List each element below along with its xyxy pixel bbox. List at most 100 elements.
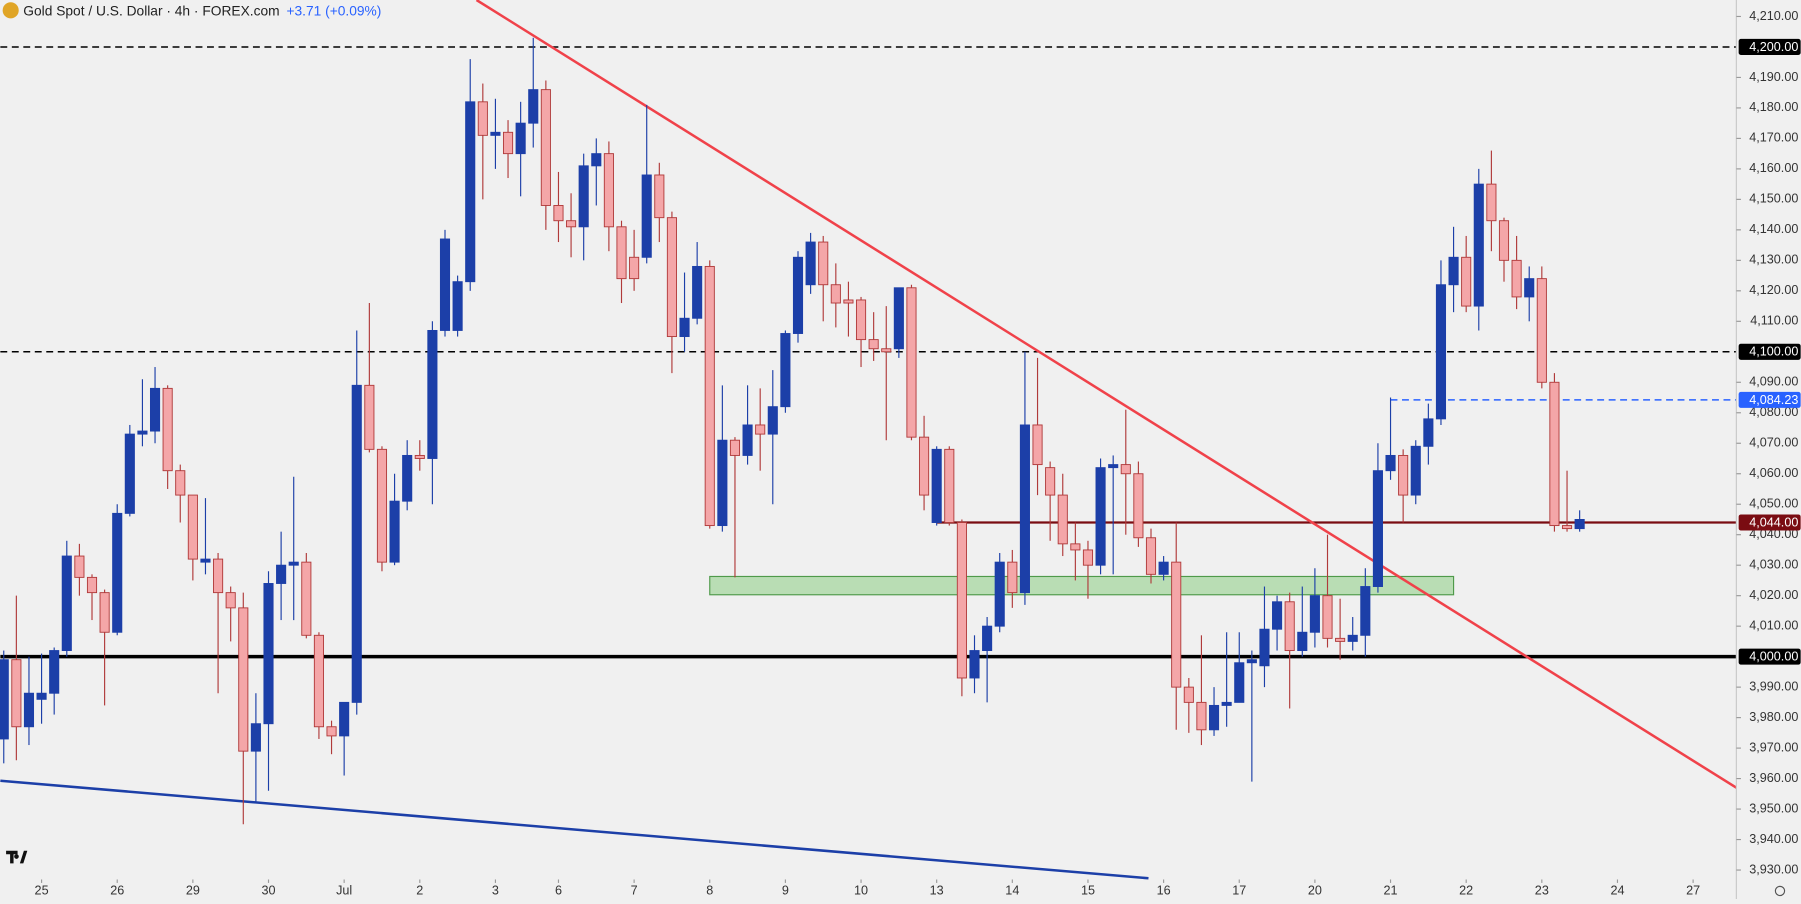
candle-body (351, 384, 362, 703)
x-tick-label: 22 (1459, 883, 1473, 897)
candle-body (502, 131, 514, 155)
candle-body (1272, 601, 1283, 630)
candle-body (1158, 561, 1169, 575)
candle-body (99, 592, 110, 633)
candle-body (704, 265, 715, 527)
y-tick-label: 4,140.00 (1749, 222, 1798, 236)
candle-body (1511, 259, 1522, 298)
plot-area (0, 0, 1741, 880)
y-tick-label: 3,940.00 (1749, 832, 1798, 846)
candle-body (818, 241, 829, 286)
candle-body (112, 512, 123, 633)
y-tick-label: 4,210.00 (1749, 9, 1798, 23)
candle-body (1309, 595, 1320, 633)
candle-body (767, 406, 778, 435)
y-tick-label: 4,190.00 (1749, 70, 1798, 84)
y-tick-label: 3,990.00 (1749, 679, 1798, 693)
candle-body (1208, 704, 1220, 731)
candle-body (931, 448, 942, 523)
x-tick-label: 23 (1535, 883, 1549, 897)
candle-body (364, 384, 375, 450)
x-tick-label: Jul (336, 883, 352, 897)
candle-body (74, 555, 85, 578)
x-tick-label: 24 (1610, 883, 1624, 897)
level-tag-label: 4,200.00 (1749, 40, 1798, 54)
candle-body (969, 650, 980, 679)
candle-body (301, 561, 312, 636)
candle-body (1032, 424, 1043, 466)
x-tick-label: 29 (186, 883, 200, 897)
candle-body (1019, 424, 1030, 594)
candle-body (780, 333, 791, 408)
candle-body (326, 726, 337, 737)
candle-body (1246, 659, 1257, 664)
candle-body (830, 284, 841, 304)
candle-body (1120, 464, 1131, 475)
candle-body (528, 89, 539, 124)
candle-body (919, 436, 930, 496)
x-tick-label: 27 (1686, 883, 1700, 897)
candle-body (1423, 418, 1434, 447)
level-tag (1738, 38, 1801, 55)
candle-body (1196, 701, 1207, 731)
candle-body (465, 101, 476, 283)
candle-body (1536, 278, 1547, 383)
candle-body (1498, 220, 1510, 261)
x-tick-label: 30 (261, 883, 275, 897)
level-tag (1738, 343, 1801, 360)
level-tag-label: 4,000.00 (1749, 650, 1798, 664)
price-scale (1736, 0, 1801, 899)
candle-body (1398, 454, 1409, 496)
level-tag (1738, 391, 1801, 408)
candle-body (515, 122, 526, 155)
candle-body (692, 265, 703, 319)
x-tick-label: 10 (854, 883, 868, 897)
candle-body (1183, 686, 1194, 703)
candle-body (1221, 701, 1232, 706)
candle-body (187, 494, 198, 560)
candle-body (1448, 256, 1459, 286)
candle-body (1360, 586, 1371, 636)
candle-body (956, 522, 967, 679)
candle-body (49, 650, 60, 694)
y-tick-label: 4,080.00 (1749, 405, 1798, 419)
x-tick-label: 21 (1384, 883, 1398, 897)
candle-body (1057, 494, 1068, 545)
candle-body (1133, 473, 1144, 539)
candle-body (717, 439, 728, 527)
candle-body (263, 583, 274, 725)
candle-body (1234, 662, 1245, 703)
settings-icon[interactable] (1774, 885, 1786, 897)
candle-body (591, 153, 602, 167)
candle-body (1372, 470, 1383, 587)
candle-body (23, 692, 35, 728)
candle-body (742, 424, 753, 456)
candle-body (729, 439, 741, 456)
candle-body (11, 659, 22, 728)
y-tick-label: 3,930.00 (1749, 862, 1798, 876)
candle-body (868, 339, 879, 350)
y-tick-label: 4,070.00 (1749, 436, 1798, 450)
candle-body (477, 101, 488, 136)
candle-body (843, 299, 854, 304)
level-tag (1738, 648, 1801, 665)
candle-body (339, 701, 350, 737)
x-tick-label: 26 (110, 883, 124, 897)
header: Gold Spot / U.S. Dollar · 4h · FOREX.com… (23, 3, 381, 18)
candle-body (1385, 454, 1396, 472)
candle-body (86, 576, 98, 594)
candle-body (124, 433, 135, 514)
candle-body (1435, 284, 1447, 420)
x-tick-label: 13 (930, 883, 944, 897)
candle-body (1335, 637, 1346, 642)
y-tick-label: 4,060.00 (1749, 466, 1798, 480)
candle-body (629, 256, 640, 280)
y-tick-label: 4,020.00 (1749, 588, 1798, 602)
candle-body (1574, 519, 1585, 530)
candle-body (452, 281, 463, 331)
y-tick-label: 3,950.00 (1749, 801, 1798, 815)
candle-body (1095, 467, 1106, 566)
